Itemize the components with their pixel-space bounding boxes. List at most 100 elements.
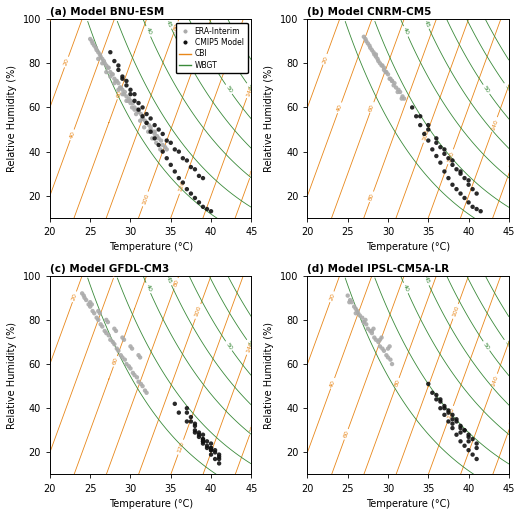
Point: [444, 417, 453, 426]
Text: 55: 55: [246, 83, 254, 92]
Point: [88, 307, 97, 315]
Point: [352, 305, 360, 313]
Point: [138, 115, 147, 123]
Point: [468, 435, 477, 443]
Point: [199, 430, 207, 439]
Point: [416, 112, 424, 120]
Point: [388, 77, 396, 85]
Text: 60: 60: [250, 317, 259, 326]
Point: [104, 318, 112, 326]
Text: 40: 40: [112, 268, 119, 277]
Point: [98, 59, 106, 68]
Point: [203, 437, 211, 445]
Point: [360, 318, 368, 326]
Point: [114, 61, 123, 70]
Point: [400, 94, 408, 103]
Point: [412, 112, 420, 120]
Point: [126, 99, 135, 107]
Point: [80, 294, 89, 302]
Point: [366, 44, 374, 52]
Text: 80: 80: [368, 192, 375, 201]
Point: [376, 342, 384, 350]
Point: [370, 333, 378, 342]
Point: [191, 422, 199, 430]
Text: 30: 30: [82, 268, 89, 277]
Point: [374, 57, 383, 65]
Text: 160: 160: [248, 421, 257, 433]
Text: 120: 120: [446, 407, 455, 420]
Point: [199, 437, 207, 445]
Point: [102, 61, 111, 70]
Text: 35: 35: [112, 268, 119, 277]
Point: [90, 41, 98, 50]
Text: 30: 30: [340, 11, 347, 20]
Point: [207, 446, 215, 454]
Text: 55: 55: [246, 340, 254, 349]
Point: [436, 158, 445, 167]
Point: [129, 99, 137, 107]
Point: [432, 139, 441, 147]
Point: [382, 68, 390, 76]
Point: [448, 411, 457, 419]
Point: [155, 134, 163, 142]
Point: [114, 86, 123, 94]
Point: [88, 37, 96, 45]
Point: [360, 33, 368, 41]
Point: [90, 309, 98, 317]
Point: [92, 314, 101, 322]
Point: [92, 46, 101, 54]
Text: 40: 40: [145, 283, 152, 293]
Point: [453, 185, 461, 194]
Point: [460, 442, 469, 450]
Point: [118, 86, 127, 94]
Point: [199, 435, 207, 443]
Point: [444, 154, 453, 163]
Point: [398, 94, 406, 103]
Text: 140: 140: [490, 118, 499, 131]
Text: 0: 0: [46, 17, 53, 23]
Point: [132, 110, 140, 118]
Point: [116, 84, 124, 92]
Point: [203, 205, 211, 213]
Point: [114, 347, 123, 355]
Point: [167, 139, 175, 147]
Point: [424, 380, 432, 388]
Point: [456, 170, 465, 178]
Point: [211, 448, 219, 457]
Point: [382, 68, 390, 76]
Point: [152, 139, 160, 147]
Y-axis label: Relative Humidity (%): Relative Humidity (%): [7, 321, 17, 429]
Text: 140: 140: [490, 375, 499, 388]
Point: [440, 167, 448, 175]
Point: [472, 455, 481, 463]
Point: [352, 309, 360, 317]
Point: [102, 329, 111, 337]
Point: [149, 127, 157, 136]
Point: [203, 442, 211, 450]
Text: 60: 60: [115, 89, 123, 99]
Point: [120, 90, 128, 99]
Point: [118, 90, 127, 99]
Point: [101, 327, 109, 335]
Point: [101, 59, 109, 68]
Point: [125, 362, 133, 370]
Point: [191, 426, 199, 434]
Text: 140: 140: [245, 84, 254, 97]
Point: [460, 426, 469, 434]
Point: [440, 411, 448, 419]
Point: [118, 72, 127, 80]
Point: [207, 207, 215, 215]
Point: [460, 174, 469, 182]
Point: [374, 338, 383, 346]
Point: [86, 35, 94, 43]
Point: [140, 123, 148, 132]
Point: [116, 84, 125, 92]
Point: [86, 298, 94, 307]
Point: [108, 70, 116, 78]
Point: [121, 356, 129, 364]
Point: [385, 75, 394, 83]
Text: 80: 80: [172, 22, 180, 31]
Y-axis label: Relative Humidity (%): Relative Humidity (%): [265, 321, 275, 429]
Point: [195, 430, 203, 439]
Point: [102, 316, 111, 324]
